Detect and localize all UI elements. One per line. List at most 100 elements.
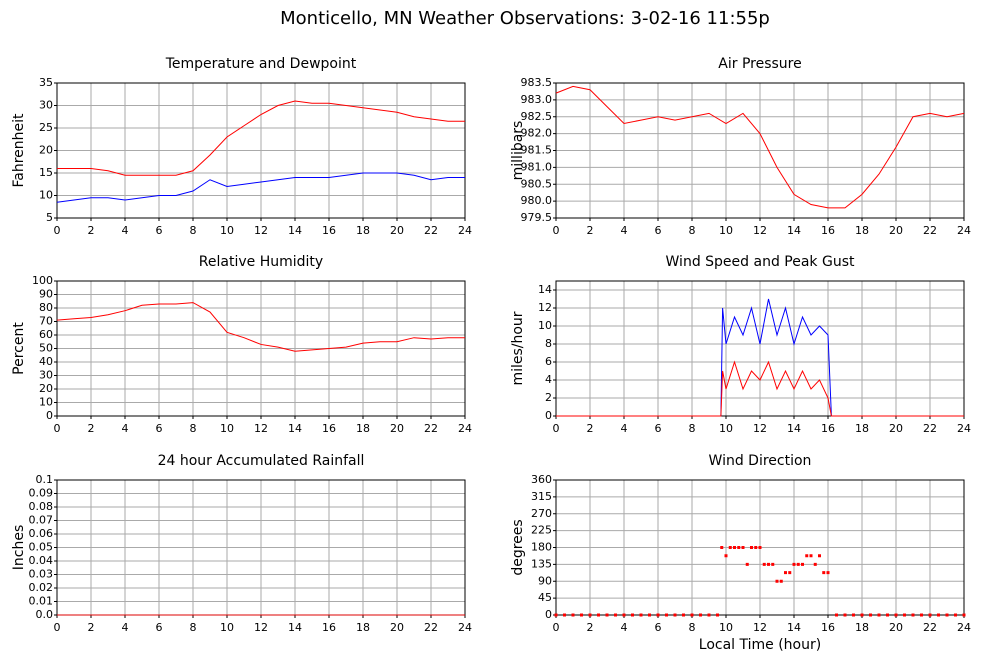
x-tick-label: 0 (553, 422, 560, 435)
chart-title: 24 hour Accumulated Rainfall (158, 453, 365, 469)
data-point (690, 613, 694, 617)
data-point (894, 613, 898, 617)
y-tick-label: 983.5 (521, 76, 553, 89)
data-point (869, 613, 872, 617)
data-point (707, 613, 711, 617)
x-tick-label: 18 (855, 224, 869, 237)
x-tick-label: 18 (855, 621, 869, 634)
x-tick-label: 16 (322, 422, 336, 435)
x-tick-label: 6 (156, 621, 163, 634)
data-point (571, 613, 575, 617)
data-point (843, 613, 847, 617)
y-tick-label: 35 (39, 76, 53, 89)
y-axis-label: Fahrenheit (11, 113, 27, 188)
chart-title: Wind Direction (709, 453, 812, 469)
data-point (750, 546, 753, 549)
x-tick-label: 12 (753, 621, 767, 634)
page-title: Monticello, MN Weather Observations: 3-0… (280, 8, 770, 29)
data-point (699, 613, 702, 617)
data-point (737, 546, 741, 549)
x-tick-label: 14 (288, 224, 302, 237)
y-tick-label: 10 (39, 396, 53, 409)
x-tick-label: 16 (322, 621, 336, 634)
x-tick-label: 18 (855, 422, 869, 435)
data-point (597, 613, 600, 617)
x-tick-label: 4 (122, 224, 129, 237)
chart-title: Relative Humidity (199, 254, 323, 270)
y-tick-label: 10 (39, 189, 53, 202)
y-tick-label: 4 (545, 373, 552, 386)
x-tick-label: 18 (356, 422, 370, 435)
x-tick-label: 22 (424, 621, 438, 634)
x-tick-label: 6 (655, 422, 662, 435)
x-tick-label: 8 (190, 224, 197, 237)
data-point (673, 613, 677, 617)
y-tick-label: 8 (545, 337, 552, 350)
data-point (779, 579, 783, 583)
data-point (605, 613, 609, 617)
y-tick-label: 0.1 (36, 473, 54, 486)
y-tick-label: 0 (46, 409, 53, 422)
y-tick-label: 980.0 (521, 194, 553, 207)
data-point (784, 571, 787, 575)
x-tick-label: 2 (587, 621, 594, 634)
y-tick-label: 40 (39, 355, 53, 368)
y-tick-label: 2 (545, 391, 552, 404)
data-point (724, 554, 728, 558)
data-point (631, 613, 634, 617)
x-tick-label: 20 (390, 422, 404, 435)
data-point (813, 562, 817, 566)
x-tick-label: 12 (254, 224, 268, 237)
x-tick-label: 20 (889, 422, 903, 435)
y-axis-label: Inches (11, 525, 27, 570)
x-tick-label: 6 (156, 422, 163, 435)
data-point (852, 613, 855, 617)
y-axis-label: Percent (11, 322, 27, 375)
x-tick-label: 10 (719, 224, 733, 237)
x-tick-label: 14 (787, 422, 801, 435)
x-tick-label: 8 (190, 422, 197, 435)
y-tick-label: 0.08 (29, 500, 54, 513)
data-point (826, 571, 830, 575)
y-tick-label: 10 (538, 319, 552, 332)
data-point (775, 579, 779, 583)
x-tick-label: 12 (254, 422, 268, 435)
x-tick-label: 0 (553, 621, 560, 634)
x-tick-label: 0 (553, 224, 560, 237)
x-tick-label: 6 (156, 224, 163, 237)
y-tick-label: 30 (39, 99, 53, 112)
y-tick-label: 100 (32, 274, 53, 287)
x-tick-label: 8 (190, 621, 197, 634)
data-point (962, 613, 966, 617)
data-point (801, 562, 804, 566)
y-tick-label: 979.5 (521, 211, 553, 224)
y-tick-label: 982.5 (521, 110, 553, 123)
y-axis-label: millibars (510, 121, 526, 181)
y-tick-label: 0 (545, 409, 552, 422)
x-tick-label: 14 (787, 224, 801, 237)
y-tick-label: 50 (39, 342, 53, 355)
x-tick-label: 20 (889, 621, 903, 634)
data-point (762, 562, 766, 566)
x-tick-label: 14 (288, 621, 302, 634)
data-point (937, 613, 940, 617)
x-tick-label: 0 (54, 422, 61, 435)
y-tick-label: 0.01 (29, 595, 54, 608)
x-tick-label: 2 (587, 224, 594, 237)
x-axis-label: Local Time (hour) (699, 637, 821, 653)
plot-frame (555, 82, 965, 219)
x-tick-label: 10 (719, 422, 733, 435)
x-tick-label: 10 (220, 422, 234, 435)
x-tick-label: 24 (458, 422, 472, 435)
x-tick-label: 4 (621, 224, 628, 237)
y-tick-label: 225 (531, 524, 552, 537)
data-point (754, 546, 758, 549)
x-tick-label: 24 (957, 621, 971, 634)
data-point (788, 571, 792, 575)
data-point (728, 546, 732, 549)
x-tick-label: 12 (753, 422, 767, 435)
data-point (741, 546, 745, 549)
y-tick-label: 981.5 (521, 144, 553, 157)
x-tick-label: 24 (458, 224, 472, 237)
